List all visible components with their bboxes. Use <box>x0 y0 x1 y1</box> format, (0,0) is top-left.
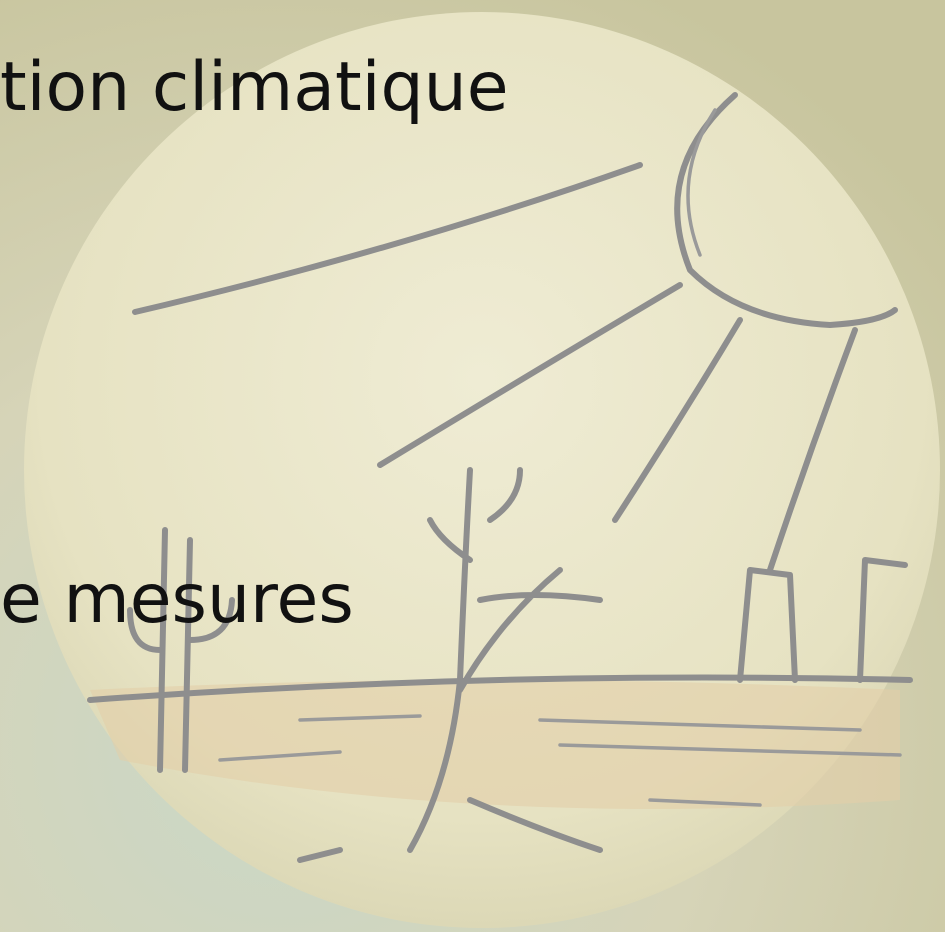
ground-strokes <box>218 714 902 807</box>
ray <box>132 162 643 315</box>
cactus <box>127 527 235 773</box>
sun-inner <box>686 108 717 257</box>
sketch <box>87 92 913 863</box>
sun-crescent <box>674 92 898 328</box>
ray <box>612 317 743 523</box>
ray <box>767 327 858 573</box>
rocks <box>737 557 908 683</box>
desert-ground <box>90 680 900 809</box>
slide-text-line: e mesures <box>0 560 354 639</box>
slide-text-line: tion climatique <box>0 48 509 127</box>
horizon <box>87 674 913 703</box>
ray <box>377 282 683 468</box>
